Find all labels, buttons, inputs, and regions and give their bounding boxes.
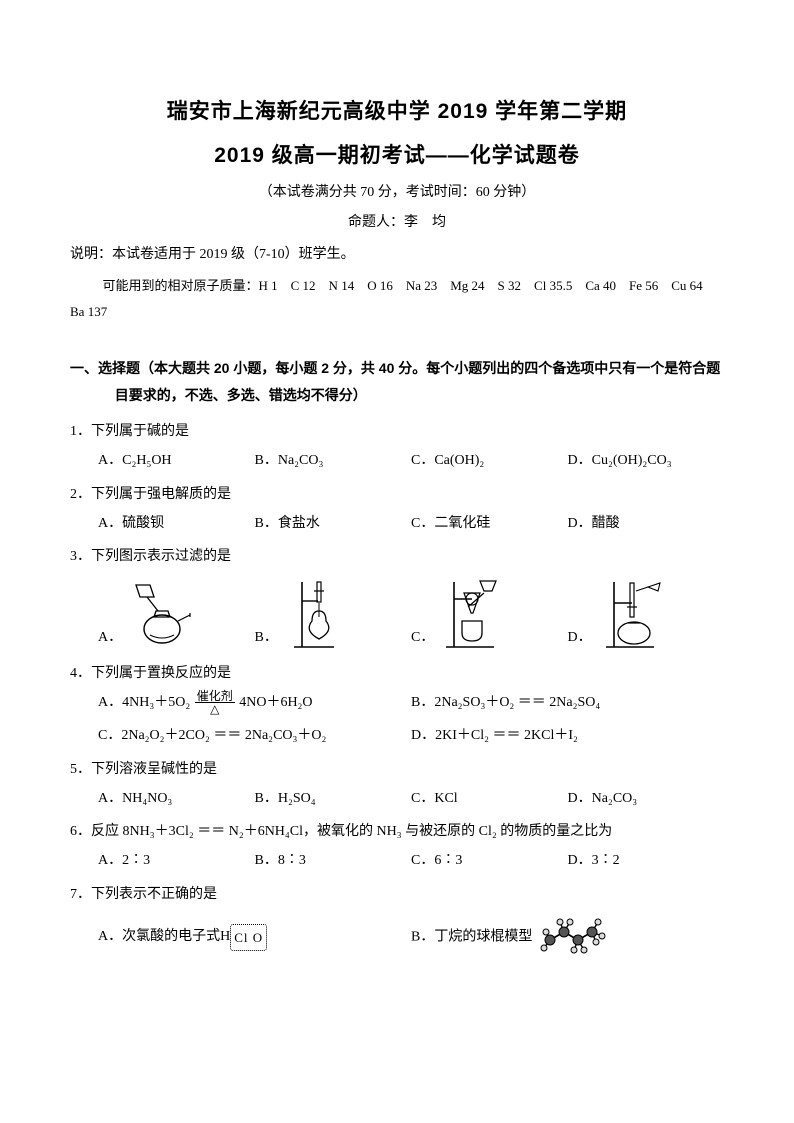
question-7: 7．下列表示不正确的是 A．次氯酸的电子式HCl O B．丁烷的球棍模型 <box>70 881 724 965</box>
q4-options-row2: C．2Na₂O₂＋2CO₂ ＝＝ 2Na₂CO₃＋O₂ D．2KI＋Cl₂ ＝＝… <box>70 722 724 749</box>
q2-opt-b: B．食盐水 <box>255 510 412 537</box>
title-line-2: 2019 级高一期初考试——化学试题卷 <box>70 139 724 169</box>
q7-a-pre: A．次氯酸的电子式H <box>98 929 230 944</box>
q7-opt-a: A．次氯酸的电子式HCl O <box>98 923 411 950</box>
q1-options: A．C₂H₅OH B．Na₂CO₃ C．Ca(OH)₂ D．Cu₂(OH)₂CO… <box>70 447 724 474</box>
q5-stem: 5．下列溶液呈碱性的是 <box>70 756 724 783</box>
q6-opt-b: B．8∶3 <box>255 847 412 874</box>
q3-label-b: B． <box>255 624 278 651</box>
q4-a-post: 4NO＋6H₂O <box>236 695 313 710</box>
q4-a-condition: 催化剂△ <box>195 690 235 716</box>
q3-cell-d: D． <box>568 577 725 652</box>
q3-cell-b: B． <box>255 577 412 652</box>
q1-opt-c: C．Ca(OH)₂ <box>411 447 568 474</box>
q4-a-bot: △ <box>195 703 235 716</box>
q7-options: A．次氯酸的电子式HCl O B．丁烷的球棍模型 <box>70 910 724 964</box>
question-2: 2．下列属于强电解质的是 A．硫酸钡 B．食盐水 C．二氧化硅 D．醋酸 <box>70 481 724 538</box>
question-5: 5．下列溶液呈碱性的是 A．NH₄NO₃ B．H₂SO₄ C．KCl D．Na₂… <box>70 756 724 813</box>
apparatus-b-icon <box>284 577 354 652</box>
q3-diagrams: A． B． <box>70 577 724 652</box>
q1-stem: 1．下列属于碱的是 <box>70 418 724 445</box>
q3-cell-a: A． <box>98 577 255 652</box>
question-3: 3．下列图示表示过滤的是 A． B． <box>70 543 724 651</box>
q4-opt-d: D．2KI＋Cl₂ ＝＝ 2KCl＋I₂ <box>411 722 724 749</box>
subtitle: （本试卷满分共 70 分，考试时间：60 分钟） <box>70 181 724 201</box>
q2-stem: 2．下列属于强电解质的是 <box>70 481 724 508</box>
q3-label-c: C． <box>411 624 434 651</box>
q4-stem: 4．下列属于置换反应的是 <box>70 660 724 687</box>
q4-opt-a: A．4NH₃＋5O₂ 催化剂△ 4NO＋6H₂O <box>98 689 411 716</box>
q3-cell-c: C． <box>411 577 568 652</box>
q1-opt-a: A．C₂H₅OH <box>98 447 255 474</box>
q5-opt-c: C．KCl <box>411 785 568 812</box>
q1-opt-b: B．Na₂CO₃ <box>255 447 412 474</box>
q2-opt-c: C．二氧化硅 <box>411 510 568 537</box>
atomic-masses: 可能用到的相对原子质量：H 1 C 12 N 14 O 16 Na 23 Mg … <box>70 273 724 325</box>
q5-opt-a: A．NH₄NO₃ <box>98 785 255 812</box>
apparatus-c-icon <box>440 577 510 652</box>
q4-options-row1: A．4NH₃＋5O₂ 催化剂△ 4NO＋6H₂O B．2Na₂SO₃＋O₂ ＝＝… <box>70 689 724 716</box>
q4-a-pre: A．4NH₃＋5O₂ <box>98 695 194 710</box>
q5-opt-d: D．Na₂CO₃ <box>568 785 725 812</box>
q4-opt-c: C．2Na₂O₂＋2CO₂ ＝＝ 2Na₂CO₃＋O₂ <box>98 722 411 749</box>
exam-page: 瑞安市上海新纪元高级中学 2019 学年第二学期 2019 级高一期初考试——化… <box>0 0 794 1123</box>
q2-opt-a: A．硫酸钡 <box>98 510 255 537</box>
ball-stick-model-icon <box>540 910 612 964</box>
q3-label-d: D． <box>568 624 592 651</box>
q2-options: A．硫酸钡 B．食盐水 C．二氧化硅 D．醋酸 <box>70 510 724 537</box>
q5-options: A．NH₄NO₃ B．H₂SO₄ C．KCl D．Na₂CO₃ <box>70 785 724 812</box>
apparatus-a-icon <box>128 577 198 652</box>
title-line-1: 瑞安市上海新纪元高级中学 2019 学年第二学期 <box>70 95 724 125</box>
q4-opt-b: B．2Na₂SO₃＋O₂ ＝＝ 2Na₂SO₄ <box>411 689 724 716</box>
q6-options: A．2∶3 B．8∶3 C．6∶3 D．3∶2 <box>70 847 724 874</box>
question-4: 4．下列属于置换反应的是 A．4NH₃＋5O₂ 催化剂△ 4NO＋6H₂O B．… <box>70 660 724 750</box>
q6-opt-c: C．6∶3 <box>411 847 568 874</box>
q4-a-top: 催化剂 <box>195 690 235 704</box>
q6-opt-d: D．3∶2 <box>568 847 725 874</box>
q2-opt-d: D．醋酸 <box>568 510 725 537</box>
author: 命题人：李 均 <box>70 211 724 231</box>
q7-opt-b: B．丁烷的球棍模型 <box>411 910 724 964</box>
q5-opt-b: B．H₂SO₄ <box>255 785 412 812</box>
q6-stem: 6．反应 8NH₃＋3Cl₂ ＝＝ N₂＋6NH₄Cl，被氧化的 NH₃ 与被还… <box>70 818 724 845</box>
question-6: 6．反应 8NH₃＋3Cl₂ ＝＝ N₂＋6NH₄Cl，被氧化的 NH₃ 与被还… <box>70 818 724 875</box>
scope-note: 说明：本试卷适用于 2019 级（7-10）班学生。 <box>70 243 724 263</box>
lewis-structure-icon: Cl O <box>230 924 267 951</box>
q3-stem: 3．下列图示表示过滤的是 <box>70 543 724 570</box>
question-1: 1．下列属于碱的是 A．C₂H₅OH B．Na₂CO₃ C．Ca(OH)₂ D．… <box>70 418 724 475</box>
q1-opt-d: D．Cu₂(OH)₂CO₃ <box>568 447 725 474</box>
q7-stem: 7．下列表示不正确的是 <box>70 881 724 908</box>
q6-opt-a: A．2∶3 <box>98 847 255 874</box>
section-1-heading: 一、选择题（本大题共 20 小题，每小题 2 分，共 40 分。每个小题列出的四… <box>115 355 724 408</box>
apparatus-d-icon <box>598 577 668 652</box>
q7-b-text: B．丁烷的球棍模型 <box>411 929 532 944</box>
q3-label-a: A． <box>98 624 122 651</box>
